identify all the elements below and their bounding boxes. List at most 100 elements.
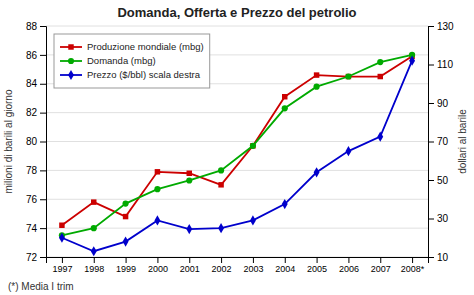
title: Domanda, Offerta e Prezzo del petrolio [117,5,356,20]
tick: 86 [26,50,46,61]
grid-line [46,228,428,229]
point [187,171,192,176]
point [346,74,351,79]
x-axis: 1997199819992000200120022003200420052006… [47,257,429,274]
point [91,246,97,256]
tick-mark [412,257,413,263]
point [378,74,383,79]
point [91,199,96,204]
point [314,167,320,177]
y2-axis-title: dollari al barile [457,109,468,174]
tick: 1998 [84,257,104,274]
tick-mark [428,65,434,66]
tick-label: 2005 [307,264,327,274]
point [345,146,351,156]
point [154,215,160,225]
tick-mark [317,257,318,263]
tick: 84 [26,78,46,89]
point [218,167,224,173]
legend-item: Produzione mondiale (mbg) [60,41,204,52]
tick-label: 74 [26,223,38,234]
tick: 74 [26,223,46,234]
tick-label: 50 [437,175,449,186]
series [59,54,415,228]
point [123,214,128,219]
legend-marker [68,70,74,80]
tick-mark [40,142,46,143]
tick-label: 90 [437,98,449,109]
tick-mark [157,257,158,263]
point [282,105,288,111]
tick-label: 70 [437,136,449,147]
tick: 72 [26,252,46,263]
tick-label: 1998 [84,264,104,274]
tick-label: 2003 [243,264,263,274]
tick: 88 [26,21,46,32]
tick-mark [62,257,63,263]
tick-label: 30 [437,213,449,224]
tick: 110 [428,59,453,70]
legend-marker [68,58,74,64]
grid-line [46,112,428,113]
tick-mark [126,257,127,263]
point [250,143,256,149]
tick-mark [428,103,434,104]
tick-label: 10 [437,252,449,263]
tick-label: 2001 [180,264,200,274]
point [186,224,192,234]
tick-label: 78 [26,165,38,176]
tick-mark [94,257,95,263]
legend-label: Domanda (mbg) [87,55,156,66]
tick: 90 [428,98,449,109]
tick: 30 [428,213,449,224]
point [186,177,192,183]
plot-area: 1997199819992000200120022003200420052006… [3,21,468,275]
tick-label: 1997 [52,264,72,274]
tick: 2007 [371,257,391,274]
tick-mark [428,257,434,258]
axis-line [429,27,435,258]
tick: 2005 [307,257,327,274]
tick-label: 88 [26,21,38,32]
y2-axis: 10 30 50 70 90 110 130 [428,21,454,263]
tick-mark [40,113,46,114]
legend-label: Prezzo ($/bbl) scala destra [87,69,201,80]
tick-mark [40,26,46,27]
point [154,186,160,192]
tick-label: 86 [26,50,38,61]
tick-label: 72 [26,252,38,263]
tick-label: 2008* [401,264,425,274]
tick-mark [40,257,46,258]
legend-marker [68,44,73,49]
tick: 80 [26,136,46,147]
tick-label: 2002 [212,264,232,274]
point [155,169,160,174]
point [282,94,287,99]
chart: 1997199819992000200120022003200420052006… [0,0,474,295]
tick-label: 130 [437,21,454,32]
legend-box [54,34,210,88]
tick-label: 2006 [339,264,359,274]
grid [46,26,428,257]
tick: 2000 [148,257,168,274]
point [314,72,319,77]
tick: 2004 [275,257,295,274]
tick: 10 [428,252,449,263]
tick-mark [40,199,46,200]
tick: 2006 [339,257,359,274]
tick-mark [253,257,254,263]
tick-label: 76 [26,194,38,205]
point [59,222,64,227]
tick-mark [189,257,190,263]
tick-label: 2000 [148,264,168,274]
tick: 78 [26,165,46,176]
tick-mark [40,170,46,171]
point [122,200,128,206]
tick: 1997 [52,257,72,274]
axis-line [40,27,47,258]
point [91,225,97,231]
tick-mark [40,55,46,56]
tick-label: 2004 [275,264,295,274]
legend-item: Prezzo ($/bbl) scala destra [60,69,201,80]
tick-mark [285,257,286,263]
